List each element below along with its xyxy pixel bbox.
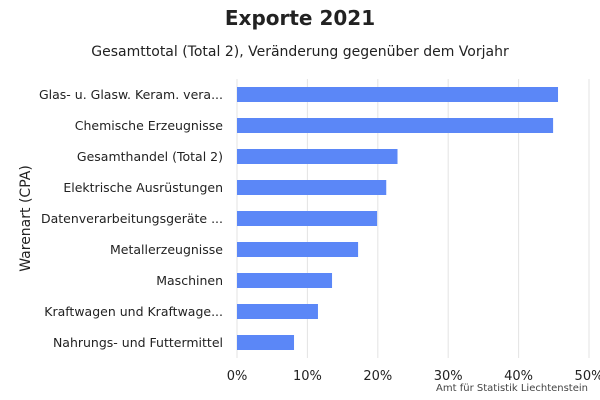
category-label: Nahrungs- und Futtermittel bbox=[53, 335, 223, 350]
bar bbox=[237, 273, 333, 288]
x-tick-label: 0% bbox=[227, 369, 248, 384]
chart-title: Exporte 2021 bbox=[224, 6, 376, 30]
category-label: Metallerzeugnisse bbox=[110, 242, 223, 257]
x-tick-label: 40% bbox=[504, 369, 533, 384]
category-label: Maschinen bbox=[156, 273, 223, 288]
category-label: Gesamthandel (Total 2) bbox=[77, 149, 223, 164]
bar bbox=[237, 304, 318, 319]
chart-subtitle: Gesamttotal (Total 2), Veränderung gegen… bbox=[91, 44, 509, 60]
x-tick-label: 10% bbox=[293, 369, 322, 384]
category-label: Elektrische Ausrüstungen bbox=[63, 180, 223, 195]
x-tick-label: 20% bbox=[363, 369, 392, 384]
category-label: Datenverarbeitungsgeräte ... bbox=[41, 211, 223, 226]
bar bbox=[237, 180, 387, 195]
bar bbox=[237, 118, 554, 133]
x-tick-label: 50% bbox=[575, 369, 600, 384]
source-credit: Amt für Statistik Liechtenstein bbox=[436, 383, 588, 394]
category-label: Glas- u. Glasw. Keram. vera... bbox=[39, 87, 223, 102]
bar bbox=[237, 149, 398, 164]
bar bbox=[237, 242, 359, 257]
bar bbox=[237, 335, 295, 350]
x-tick-label: 30% bbox=[434, 369, 463, 384]
y-axis-title: Warenart (CPA) bbox=[18, 165, 34, 272]
bar bbox=[237, 211, 378, 226]
bar bbox=[237, 87, 559, 102]
category-label: Chemische Erzeugnisse bbox=[75, 118, 224, 133]
category-label: Kraftwagen und Kraftwage... bbox=[44, 304, 223, 319]
